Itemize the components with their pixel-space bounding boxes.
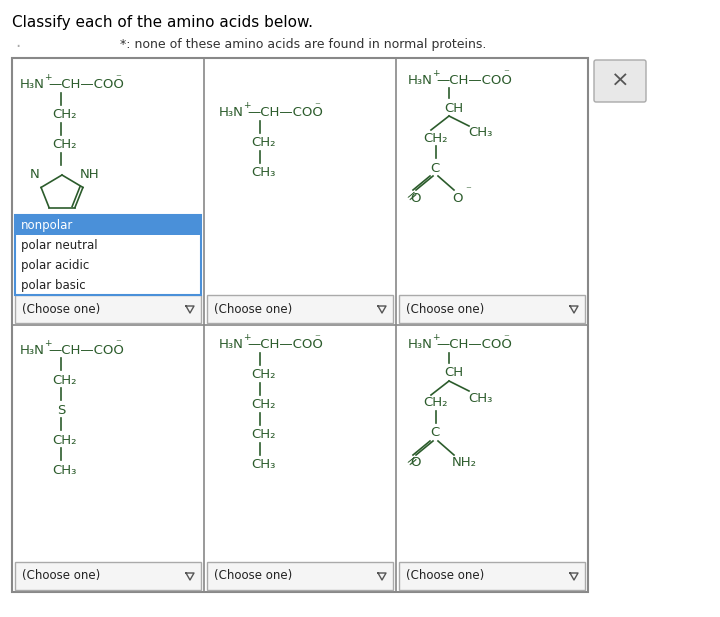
Text: CH₂: CH₂: [52, 434, 76, 447]
Bar: [15, 562, 201, 590]
Text: Classify each of the amino acids below.: Classify each of the amino acids below.: [12, 15, 313, 30]
Text: (Choose one): (Choose one): [406, 569, 485, 582]
Text: CH₃: CH₃: [468, 126, 492, 139]
Text: =: =: [404, 452, 422, 470]
Text: H₃N: H₃N: [219, 339, 244, 352]
Text: —CH—COO: —CH—COO: [48, 344, 124, 357]
Text: CH₂: CH₂: [52, 109, 76, 122]
Text: O: O: [410, 457, 420, 470]
Text: polar basic: polar basic: [21, 278, 86, 291]
Text: H₃N: H₃N: [20, 78, 45, 91]
Text: —CH—COO: —CH—COO: [436, 73, 512, 86]
Text: +: +: [243, 334, 251, 342]
Text: (Choose one): (Choose one): [22, 569, 100, 582]
Text: O: O: [452, 191, 462, 204]
Text: H₃N: H₃N: [408, 339, 433, 352]
Text: CH: CH: [444, 366, 463, 379]
Text: ·: ·: [15, 38, 20, 56]
Bar: [15, 215, 201, 235]
Bar: [207, 562, 393, 590]
Text: ⁻: ⁻: [503, 68, 509, 78]
Text: ⁻: ⁻: [115, 73, 121, 83]
Text: (Choose one): (Choose one): [22, 302, 100, 315]
Text: CH₃: CH₃: [251, 167, 275, 180]
Text: NH: NH: [80, 168, 99, 181]
Text: N: N: [30, 168, 40, 181]
Text: +: +: [432, 68, 439, 78]
Text: —CH—COO: —CH—COO: [247, 339, 323, 352]
Text: S: S: [57, 404, 66, 416]
Text: H₃N: H₃N: [408, 73, 433, 86]
Text: ⁻: ⁻: [115, 338, 121, 348]
Text: (Choose one): (Choose one): [214, 302, 292, 315]
Text: CH₂: CH₂: [251, 399, 276, 412]
Bar: [15, 215, 201, 295]
Text: ⁻: ⁻: [314, 101, 320, 111]
Text: +: +: [432, 334, 439, 342]
Text: C: C: [430, 426, 439, 439]
Text: nonpolar: nonpolar: [21, 218, 73, 231]
Text: ⁻: ⁻: [314, 333, 320, 343]
Bar: [15, 295, 201, 323]
Text: —CH—COO: —CH—COO: [247, 107, 323, 120]
Bar: [399, 295, 585, 323]
Text: polar acidic: polar acidic: [21, 259, 89, 271]
Text: CH₂: CH₂: [251, 428, 276, 442]
Text: CH₂: CH₂: [423, 397, 448, 410]
Text: CH: CH: [444, 102, 463, 115]
Text: O: O: [410, 191, 420, 204]
Text: ⁻: ⁻: [465, 185, 471, 195]
Text: (Choose one): (Choose one): [406, 302, 485, 315]
Text: (Choose one): (Choose one): [214, 569, 292, 582]
Text: ×: ×: [611, 71, 629, 91]
Text: H₃N: H₃N: [219, 107, 244, 120]
Text: CH₃: CH₃: [52, 463, 76, 476]
Text: ⁻: ⁻: [503, 333, 509, 343]
Text: H₃N: H₃N: [20, 344, 45, 357]
Text: CH₂: CH₂: [423, 131, 448, 144]
Text: C: C: [430, 162, 439, 175]
Text: +: +: [243, 102, 251, 110]
Text: CH₃: CH₃: [468, 392, 492, 405]
Text: —CH—COO: —CH—COO: [48, 78, 124, 91]
Bar: [207, 295, 393, 323]
Text: NH₂: NH₂: [452, 457, 477, 470]
Text: polar neutral: polar neutral: [21, 239, 98, 252]
Text: CH₂: CH₂: [52, 138, 76, 152]
Text: CH₂: CH₂: [52, 373, 76, 386]
Text: CH₂: CH₂: [251, 368, 276, 381]
Text: CH₂: CH₂: [251, 136, 276, 149]
FancyBboxPatch shape: [594, 60, 646, 102]
Text: *: none of these amino acids are found in normal proteins.: *: none of these amino acids are found i…: [120, 38, 487, 51]
Text: +: +: [44, 73, 52, 83]
Bar: [12, 58, 588, 592]
Text: —CH—COO: —CH—COO: [436, 339, 512, 352]
Bar: [399, 562, 585, 590]
Text: +: +: [44, 339, 52, 347]
Text: =: =: [404, 187, 422, 205]
Text: CH₃: CH₃: [251, 458, 275, 471]
